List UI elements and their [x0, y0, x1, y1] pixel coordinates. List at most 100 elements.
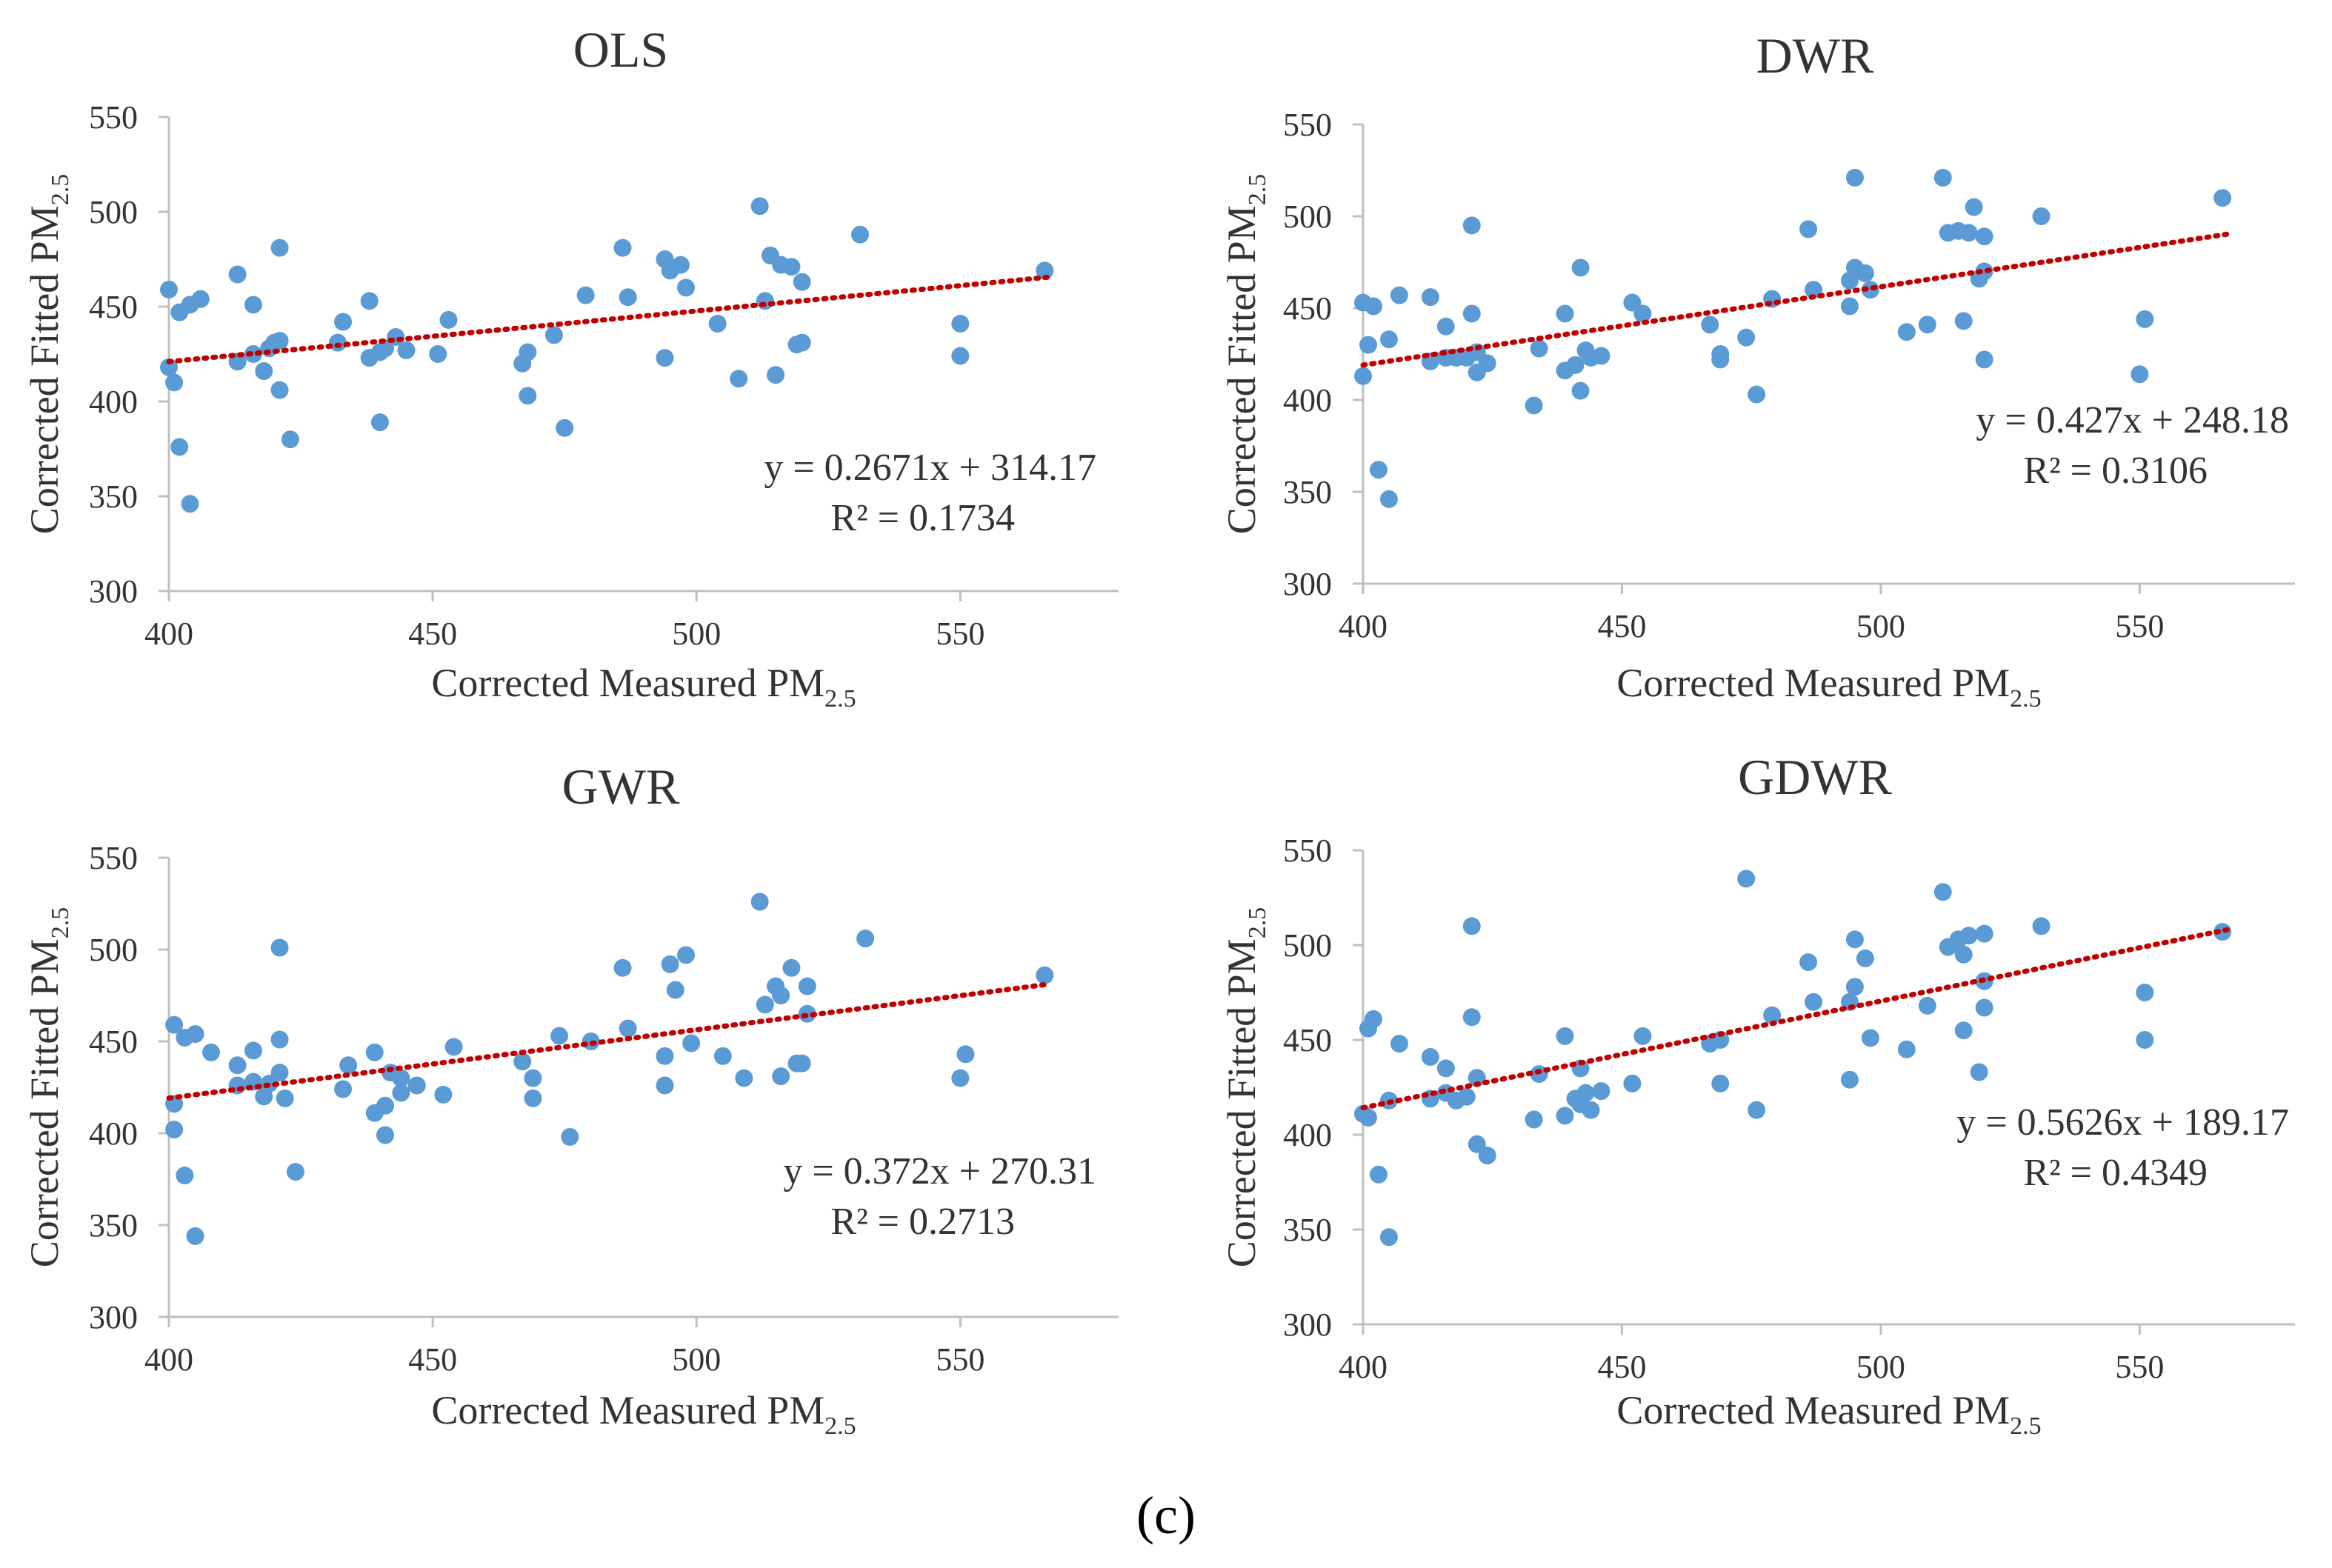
data-point: [1799, 220, 1818, 238]
data-point: [160, 280, 178, 298]
data-point: [793, 1054, 811, 1072]
data-point: [772, 1067, 790, 1086]
data-point: [1525, 1110, 1543, 1129]
data-point: [1861, 1029, 1879, 1047]
x-tick-label: 400: [1339, 1349, 1387, 1385]
data-point: [1748, 385, 1766, 404]
x-axis-label: Corrected Measured PM2.5: [431, 1388, 856, 1440]
trendline: [1360, 927, 2231, 1111]
x-tick-label: 400: [1339, 608, 1387, 644]
data-point: [334, 1080, 353, 1098]
y-tick-label: 400: [1283, 382, 1332, 418]
data-point: [334, 313, 353, 331]
x-tick-label: 450: [408, 1341, 457, 1378]
chart-title: OLS: [573, 21, 668, 78]
data-point: [439, 310, 458, 329]
data-point: [756, 292, 774, 310]
x-tick-label: 450: [1597, 1349, 1646, 1385]
data-point: [376, 1126, 395, 1144]
data-point: [1965, 198, 1983, 216]
data-point: [856, 930, 875, 948]
data-point: [1592, 347, 1610, 365]
y-tick-label: 300: [1283, 1307, 1332, 1343]
data-point: [1856, 949, 1874, 967]
trendline: [166, 981, 1053, 1101]
data-point: [1711, 350, 1730, 369]
data-point: [165, 1015, 184, 1034]
data-point: [376, 339, 395, 358]
data-point: [576, 286, 595, 304]
data-point: [1390, 1035, 1408, 1053]
trendline-equation: y = 0.427x + 248.18: [1976, 399, 2289, 441]
y-tick-label: 450: [89, 289, 138, 325]
data-point: [1359, 1108, 1377, 1127]
data-point: [1421, 288, 1439, 307]
chart-title: GWR: [562, 758, 680, 815]
trendline-equation: y = 0.5626x + 189.17: [1956, 1101, 2289, 1144]
data-point: [1856, 264, 1874, 282]
data-point: [1364, 297, 1382, 316]
data-point: [201, 1043, 220, 1061]
y-tick-label: 500: [89, 932, 138, 968]
data-point: [339, 1056, 358, 1075]
data-point: [713, 1047, 732, 1065]
chart-ols: OLS 300 350 400 450 500 550 400 450 500 550 Correct…: [22, 21, 1119, 713]
chart-title: GDWR: [1738, 749, 1892, 805]
data-point: [1970, 1063, 1988, 1081]
data-point: [956, 1045, 975, 1064]
x-tick-label: 500: [1856, 1349, 1905, 1385]
data-point: [1701, 316, 1719, 334]
data-point: [750, 197, 769, 216]
data-point: [228, 265, 247, 284]
data-point: [1359, 336, 1377, 354]
data-point: [1633, 1027, 1652, 1045]
x-axis-label: Corrected Measured PM2.5: [1616, 661, 2041, 713]
data-point: [851, 225, 870, 244]
data-point: [1556, 1027, 1574, 1045]
y-tick-label: 350: [89, 478, 138, 515]
data-point: [1576, 1084, 1595, 1102]
chart-dwr: DWR 300 350 400 450 500 550 400 450 500 550 Correct…: [1219, 27, 2295, 713]
data-point: [1845, 978, 1864, 996]
y-tick-label: 350: [1283, 1212, 1332, 1248]
data-point: [671, 256, 690, 274]
data-point: [1623, 1074, 1642, 1092]
data-point: [270, 1064, 289, 1082]
data-point: [244, 1041, 262, 1060]
data-point: [1364, 1010, 1382, 1028]
y-tick-label: 400: [89, 1115, 138, 1152]
y-tick-label: 500: [1283, 927, 1332, 964]
y-tick-label: 400: [1283, 1117, 1332, 1153]
data-point: [1421, 1048, 1439, 1067]
data-point: [286, 1163, 304, 1181]
data-point: [370, 413, 389, 432]
trendline-equation: y = 0.2671x + 314.17: [764, 447, 1096, 489]
data-point: [1763, 1006, 1782, 1024]
data-point: [270, 381, 289, 399]
y-axis-label: Corrected Fitted PM2.5: [22, 907, 74, 1267]
data-point: [2032, 917, 2051, 935]
chart-title: DWR: [1756, 27, 1874, 84]
x-tick-label: 400: [144, 1341, 193, 1378]
y-tick-label: 450: [89, 1024, 138, 1060]
data-point: [513, 1052, 532, 1071]
y-tick-label: 550: [89, 840, 138, 876]
data-point: [793, 273, 811, 291]
data-point: [1592, 1082, 1610, 1101]
data-point: [1805, 992, 1823, 1011]
data-point: [244, 296, 262, 314]
data-point: [176, 1167, 194, 1185]
panel-label: (c): [1136, 1486, 1196, 1545]
data-point: [1805, 281, 1823, 299]
data-point: [1975, 924, 1993, 943]
data-point: [270, 238, 289, 257]
data-point: [360, 292, 379, 310]
data-point: [1036, 261, 1054, 280]
data-point: [1954, 1021, 1973, 1040]
data-point: [1556, 304, 1574, 323]
data-point: [1845, 168, 1864, 187]
data-point: [561, 1127, 579, 1146]
data-point: [1933, 168, 1952, 187]
r-squared-label: R² = 0.2713: [830, 1201, 1015, 1243]
data-point: [1369, 461, 1387, 479]
